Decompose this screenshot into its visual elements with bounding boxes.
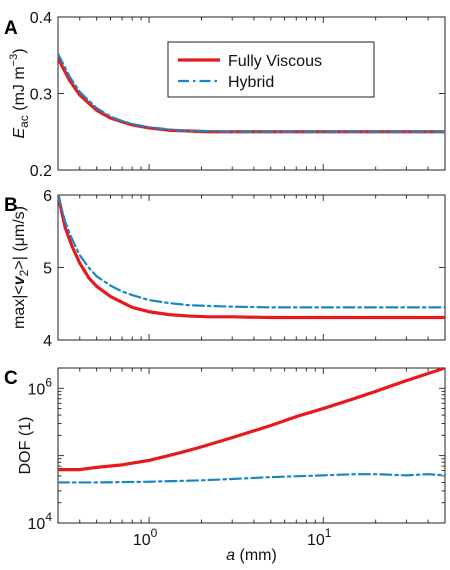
panel-a: A 0.2 0.3 0.4 Eac (mJ m−3) Fully Viscous Hybri… [4,10,446,180]
panel-c-y-tick-label-1: 106 [28,375,53,398]
panel-a-y-tick-label-1: 0.3 [30,87,52,104]
panel-c-series-fully-viscous [58,368,445,472]
panel-c-letter: C [4,368,18,389]
panel-b-series-fully-viscous [58,195,445,320]
x-axis-label: a (mm) [226,547,277,564]
panel-c: C 104 106 DOF (1) 100 101 a (mm) [4,367,446,564]
panel-b-y-tick-label-1: 5 [43,261,52,278]
panel-c-series-hybrid [58,473,445,484]
panel-c-x-tick-label-0: 100 [133,526,158,549]
panel-b-y-axis-label: max|<v2>| (μm/s) [11,206,31,329]
panel-b: B 4 5 6 max|<v2>| (μm/s) [4,188,446,350]
panel-b-y-tick-label-0: 4 [43,333,52,350]
panel-c-x-tick-label-1: 101 [307,526,332,549]
legend-label-hybrid: Hybrid [228,74,274,91]
panel-a-y-tick-label-0: 0.2 [30,163,52,180]
panel-b-series-hybrid [58,195,445,309]
legend-box [167,41,375,98]
panel-a-series-hybrid [58,52,445,133]
panel-b-y-tick-label-2: 6 [43,188,52,205]
panel-c-frame [57,367,446,524]
panel-c-y-tick-label-0: 104 [28,510,53,533]
panel-b-letter: B [4,195,18,216]
panel-a-letter: A [4,18,18,39]
legend-label-fully-viscous: Fully Viscous [228,53,322,70]
panel-a-y-tick-label-2: 0.4 [30,10,52,27]
legend: Fully Viscous Hybrid [167,41,375,98]
panel-a-y-axis-label: Eac (mJ m−3) [8,48,31,138]
panel-c-y-axis-label: DOF (1) [17,417,34,475]
